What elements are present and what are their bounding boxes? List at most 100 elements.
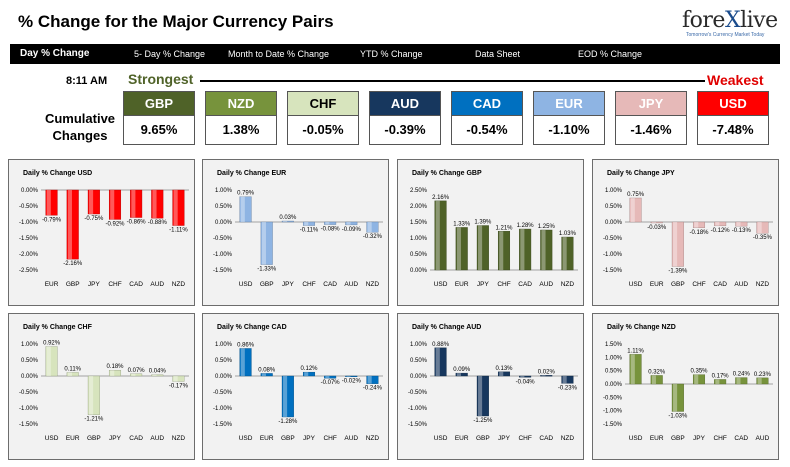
bar-chf	[324, 375, 337, 379]
chart-panel-nzd: Daily % Change NZD 1.50% 1.00% 0.50% 0.00% -0…	[592, 313, 779, 460]
forexlive-logo[interactable]: foreXlive Tomorrow's Currency Market Tod…	[672, 6, 780, 40]
data-label: -0.23%	[558, 385, 578, 391]
y-tick-label: -0.50%	[603, 395, 623, 401]
currency-box-cad: CAD -0.54%	[451, 91, 523, 145]
bar-chart: 1.50% 1.00% 0.50% 0.00% -0.50% -1.00% -1.50% 1.…	[603, 342, 773, 442]
currency-cumulative-value: -0.05%	[302, 122, 344, 137]
data-label: -1.25%	[473, 418, 493, 424]
nav-5-day-change[interactable]: 5- Day % Change	[134, 49, 206, 59]
x-tick-label: JPY	[477, 281, 490, 288]
currency-name: USD	[698, 92, 768, 116]
nav-day-change[interactable]: Day % Change	[20, 48, 90, 59]
header: % Change for the Major Currency Pairs fo…	[0, 0, 790, 44]
chart-panel-cad: Daily % Change CAD 1.00% 0.50% 0.00% -0.50% -…	[202, 313, 389, 460]
data-label: 0.11%	[64, 366, 81, 372]
bar-highlight	[757, 222, 762, 234]
data-label: 1.03%	[559, 231, 577, 237]
logo-tagline: Tomorrow's Currency Market Today	[686, 32, 765, 38]
bar-highlight	[283, 376, 288, 417]
y-tick-label: 0.50%	[215, 358, 233, 364]
bar-highlight	[541, 230, 546, 270]
bar-aud	[735, 221, 748, 227]
x-tick-label: CAD	[323, 281, 337, 288]
bar-jpy	[87, 189, 100, 215]
bar-highlight	[715, 379, 720, 384]
y-tick-label: 1.00%	[215, 342, 233, 348]
data-label: 0.03%	[279, 215, 297, 221]
bar-cad	[130, 189, 143, 218]
x-tick-label: EUR	[455, 281, 469, 288]
data-label: 0.07%	[128, 368, 146, 374]
y-tick-label: -0.50%	[19, 390, 39, 396]
x-tick-label: EUR	[650, 281, 664, 288]
bar-highlight	[630, 354, 635, 384]
data-label: -0.08%	[321, 227, 341, 233]
y-tick-label: 1.50%	[605, 342, 623, 348]
x-tick-label: CAD	[518, 281, 532, 288]
data-label: 0.75%	[627, 192, 645, 198]
y-tick-label: -1.00%	[603, 252, 623, 258]
bar-highlight	[435, 200, 440, 270]
data-label: 0.12%	[300, 366, 318, 372]
x-tick-label: EUR	[66, 435, 80, 442]
bar-chart: 1.00% 0.50% 0.00% -0.50% -1.00% -1.50% 0.88% US…	[408, 342, 578, 442]
bar-aud	[345, 375, 358, 378]
y-tick-label: 0.00%	[215, 220, 233, 226]
x-tick-label: JPY	[693, 435, 706, 442]
x-tick-label: AUD	[734, 281, 748, 288]
y-tick-label: -1.00%	[19, 220, 39, 226]
y-tick-label: -0.50%	[213, 236, 233, 242]
bar-nzd	[172, 189, 185, 226]
chart-panel-aud: Daily % Change AUD 1.00% 0.50% 0.00% -0.50% -…	[397, 313, 584, 460]
y-tick-label: 0.00%	[21, 188, 39, 194]
y-tick-label: -1.00%	[213, 252, 233, 258]
bar-highlight	[562, 376, 567, 384]
y-tick-label: -0.50%	[213, 390, 233, 396]
y-tick-label: 0.50%	[410, 358, 428, 364]
weakest-label: Weakest	[707, 72, 764, 88]
cumulative-changes-label: Cumulative Changes	[44, 111, 116, 143]
chart-title: Daily % Change CHF	[23, 324, 92, 331]
bar-highlight	[67, 372, 72, 376]
bar-highlight	[736, 377, 741, 384]
bar-chf	[692, 221, 706, 228]
bar-highlight	[736, 222, 741, 227]
x-tick-label: NZD	[366, 435, 380, 442]
x-tick-label: NZD	[172, 435, 186, 442]
bar-cad	[324, 221, 337, 225]
x-tick-label: CHF	[302, 281, 315, 288]
data-label: 0.02%	[538, 369, 556, 375]
data-label: -0.11%	[300, 228, 319, 234]
bar-chf	[302, 221, 316, 226]
y-tick-label: -1.50%	[603, 422, 623, 428]
bar-highlight	[499, 231, 504, 270]
data-label: -0.79%	[42, 217, 62, 223]
bar-chart: 1.00% 0.50% 0.00% -0.50% -1.00% -1.50% 0.75% US…	[603, 188, 773, 288]
chart-panel-eur: Daily % Change EUR 1.00% 0.50% 0.00% -0.50% -…	[202, 159, 389, 306]
bar-chart: 0.00% -0.50% -1.00% -1.50% -2.00% -2.50% -0.79…	[19, 188, 189, 288]
nav-month-to-date-change[interactable]: Month to Date % Change	[228, 49, 330, 59]
bar-jpy	[476, 225, 489, 271]
x-tick-label: EUR	[45, 281, 59, 288]
bar-highlight	[630, 198, 635, 222]
bar-usd	[239, 196, 252, 223]
currency-cumulative-value: -7.48%	[712, 122, 754, 137]
currency-cumulative-value: -0.39%	[384, 122, 426, 137]
nav-eod-change[interactable]: EOD % Change	[578, 49, 643, 59]
currency-name: CAD	[452, 92, 522, 116]
x-tick-label: NZD	[756, 281, 770, 288]
bar-aud	[756, 377, 769, 385]
x-tick-label: NZD	[561, 281, 575, 288]
chart-title: Daily % Change CAD	[217, 324, 287, 331]
y-tick-label: -1.50%	[213, 268, 233, 274]
bar-chf	[519, 375, 532, 378]
bar-gbp	[671, 383, 684, 412]
nav-data-sheet[interactable]: Data Sheet	[475, 49, 521, 59]
bar-highlight	[715, 222, 720, 226]
currency-name: NZD	[206, 92, 276, 116]
data-label: -0.18%	[689, 230, 709, 236]
data-label: -0.09%	[342, 227, 362, 233]
x-tick-label: CAD	[129, 435, 143, 442]
x-tick-label: GBP	[671, 435, 685, 442]
nav-ytd-change[interactable]: YTD % Change	[360, 49, 423, 59]
